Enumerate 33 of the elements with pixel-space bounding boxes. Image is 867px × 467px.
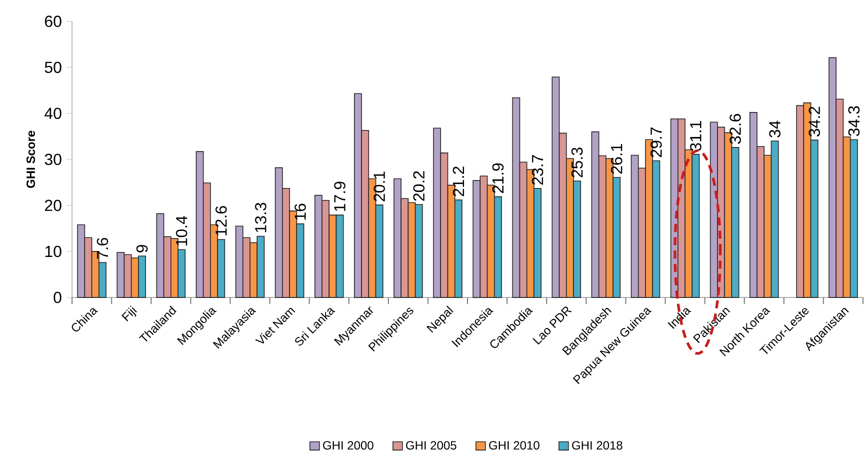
data-label: 20.2 (413, 171, 425, 201)
y-tick-label: 0 (54, 292, 62, 304)
data-label: 21.2 (452, 166, 464, 196)
data-label: 31.1 (690, 121, 702, 151)
y-axis-title: GHI Score (26, 130, 36, 188)
y-tick-label: 20 (44, 200, 62, 212)
legend-label: GHI 2000 (323, 441, 374, 450)
data-label: 26.1 (610, 144, 622, 174)
x-tick-label: Fiji (122, 306, 137, 322)
y-tick-label: 10 (45, 246, 62, 258)
data-label: 16 (294, 204, 306, 220)
data-label: 9 (136, 245, 148, 252)
data-label: 12.6 (215, 206, 227, 236)
data-label: 34.3 (848, 106, 860, 136)
y-tick-label: 60 (44, 16, 62, 28)
data-label: 20.1 (374, 172, 385, 202)
data-label: 21.9 (492, 163, 504, 194)
data-label: 29.7 (650, 128, 662, 158)
y-tick-label: 40 (44, 108, 62, 120)
data-label: 7.6 (96, 238, 108, 259)
data-label: 34.2 (808, 106, 820, 137)
legend-label: GHI 2005 (406, 441, 456, 450)
data-label: 34 (769, 120, 780, 138)
legend-label: GHI 2018 (572, 441, 622, 450)
data-label: 13.3 (255, 202, 266, 232)
data-label: 32.6 (730, 114, 741, 144)
y-tick-label: 50 (44, 62, 62, 74)
data-label: 23.7 (532, 155, 544, 185)
data-label: 17.9 (334, 182, 346, 212)
data-label: 25.3 (571, 148, 583, 178)
data-label: 10.4 (176, 216, 188, 246)
y-tick-label: 30 (44, 154, 62, 166)
legend-label: GHI 2010 (489, 441, 540, 450)
